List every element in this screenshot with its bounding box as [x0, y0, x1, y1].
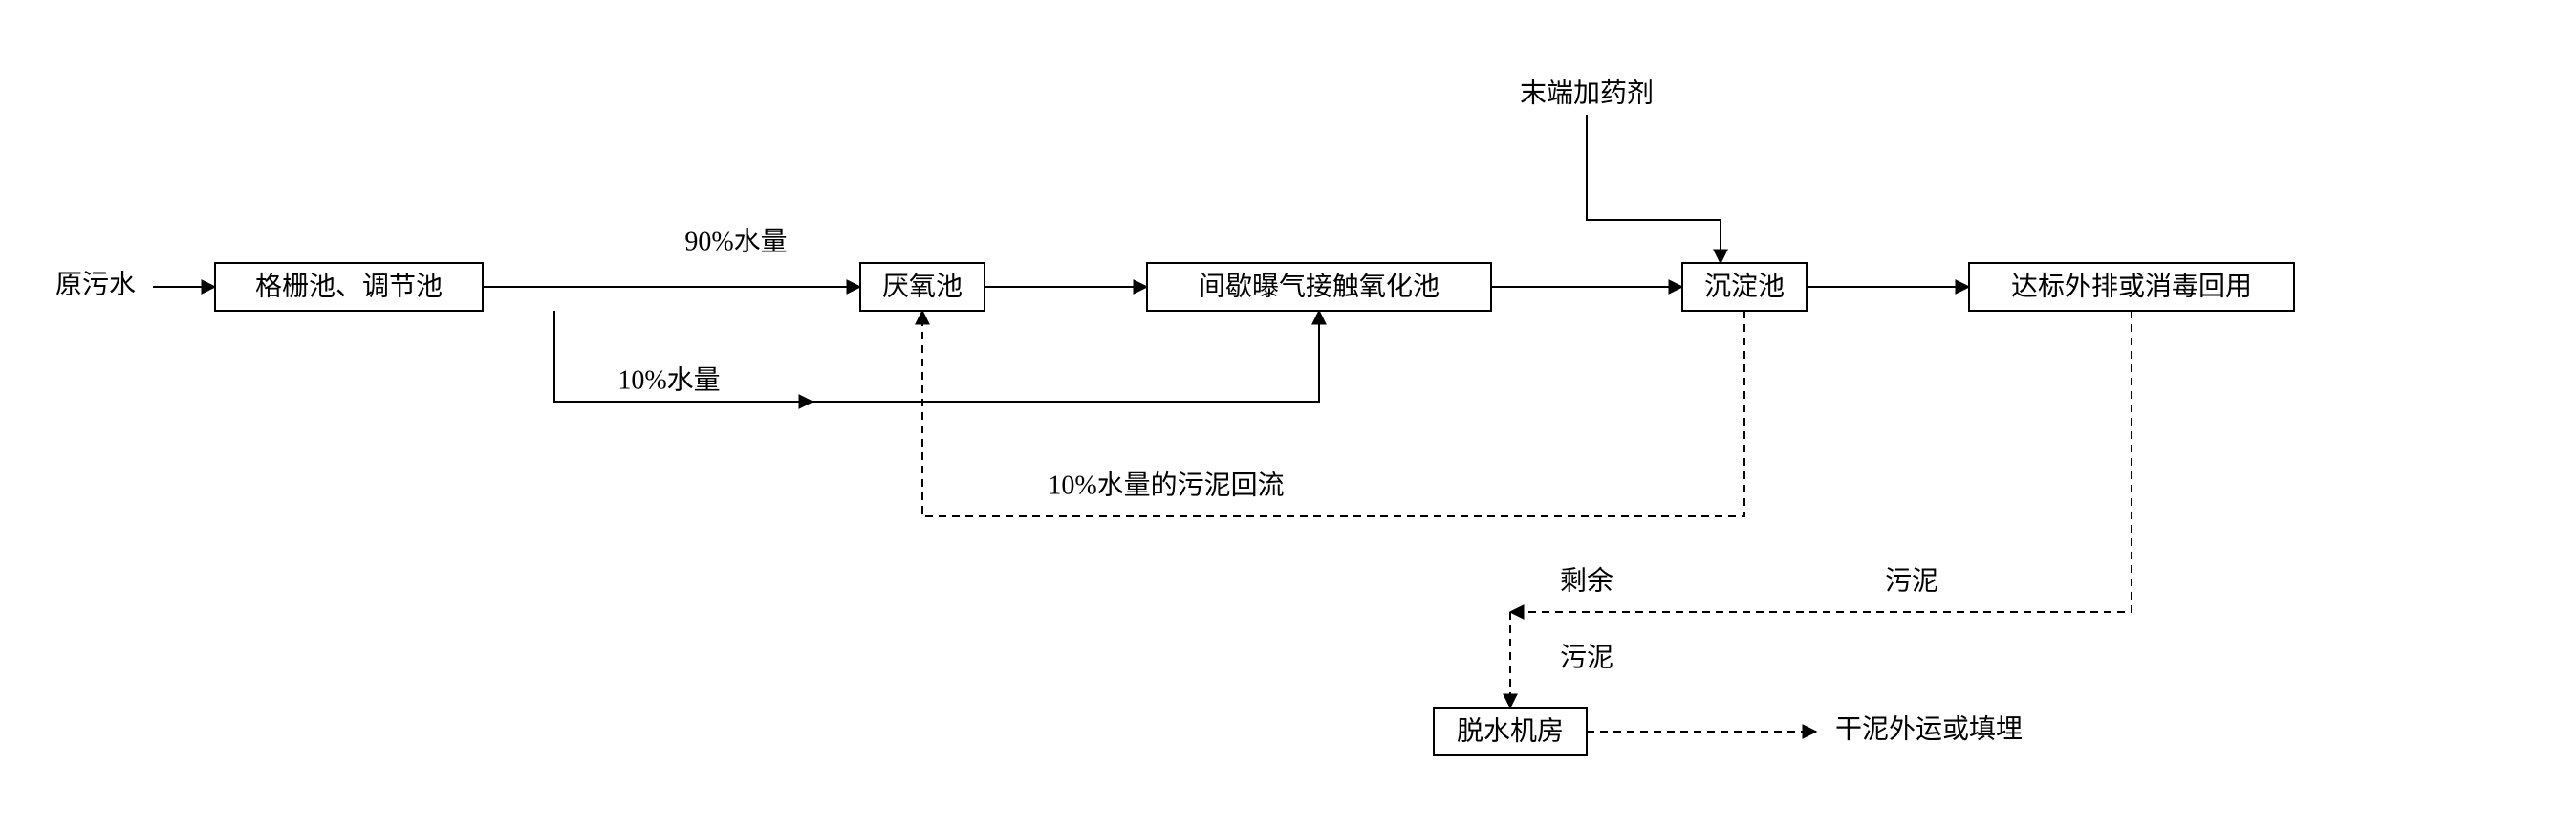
edge-label-recycle: 10%水量的污泥回流: [1048, 470, 1284, 500]
edge-label-sludge_d: 污泥: [1560, 642, 1613, 672]
edge-label-sludge_r: 污泥: [1885, 565, 1938, 596]
node-out-label: 达标外排或消毒回用: [2011, 271, 2252, 301]
node-dosing-label: 末端加药剂: [1520, 77, 1654, 108]
node-anaerobic-label: 厌氧池: [882, 271, 963, 301]
node-raw-label: 原污水: [55, 269, 136, 299]
node-dewater-label: 脱水机房: [1457, 715, 1564, 746]
edge-label-p10: 10%水量: [617, 364, 720, 395]
edge-label-residual: 剩余: [1560, 565, 1613, 596]
node-sed-label: 沉淀池: [1704, 271, 1785, 301]
node-dry-label: 干泥外运或填埋: [1835, 713, 2023, 744]
e-dosing-sed: [1587, 115, 1721, 263]
edge-label-p90: 90%水量: [684, 226, 787, 256]
e-recycle: [922, 311, 1744, 516]
node-contact-label: 间歇曝气接触氧化池: [1199, 271, 1440, 301]
node-grid-label: 格栅池、调节池: [255, 271, 443, 301]
